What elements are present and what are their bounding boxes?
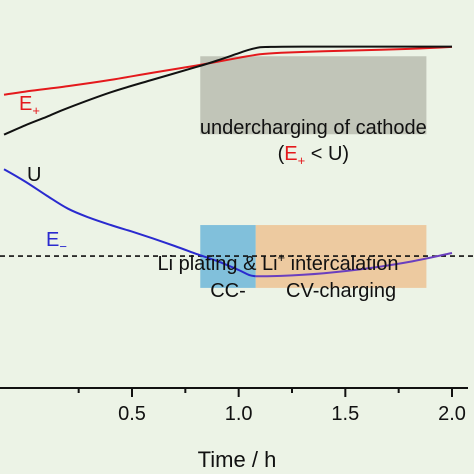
series-e-plus-line — [3, 45, 453, 96]
series-e-minus-cv-line — [255, 252, 453, 278]
x-tick-label: 0.5 — [118, 403, 146, 425]
u-label: U — [27, 164, 41, 186]
e-plus-label: E+ — [19, 93, 40, 118]
cc-label: CC- — [210, 280, 246, 302]
lines-layer — [0, 45, 474, 278]
region-undercharging — [200, 56, 427, 135]
series-e-minus-line — [3, 168, 256, 278]
annotations-layer: E+ U E− undercharging of cathode (E+ < U) Li … — [19, 93, 427, 302]
x-tick-label: 1.5 — [331, 403, 359, 425]
li-plating-title: Li plating & Li+ intercalation — [157, 250, 398, 275]
e-minus-label: E− — [46, 229, 67, 254]
undercharging-condition-label: (E+ < U) — [278, 143, 350, 168]
x-axis-label: Time / h — [198, 447, 277, 472]
cv-charging-label: CV-charging — [286, 280, 396, 302]
undercharging-label: undercharging of cathode — [200, 117, 427, 139]
x-tick-label: 2.0 — [438, 403, 466, 425]
series-u-line — [3, 45, 452, 136]
x-tick-label: 1.0 — [225, 403, 253, 425]
x-axis: 0.5 1.0 1.5 2.0 Time / h — [0, 387, 468, 472]
